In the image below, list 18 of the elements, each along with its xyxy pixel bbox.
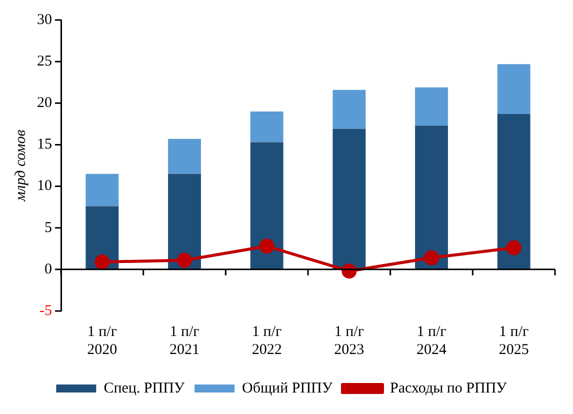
x-tick-label: 1 п/г 2021 (170, 324, 200, 358)
legend-label: Расходы по РППУ (390, 380, 508, 396)
y-tick-label: 30 (37, 12, 52, 28)
y-tick-label: 5 (44, 220, 52, 236)
y-tick-label: 25 (37, 54, 52, 70)
y-tick-label: -5 (40, 302, 52, 319)
x-tick-label: 1 п/г 2022 (252, 324, 282, 358)
y-tick-label: 15 (37, 136, 52, 153)
y-tick-label: 10 (37, 178, 52, 194)
x-tick-label: 1 п/г 2024 (416, 324, 447, 358)
legend-label: Спец. РППУ (104, 380, 185, 396)
x-tick-label: 1 п/г 2025 (498, 324, 529, 358)
y-axis-title: млрд сомов (12, 129, 29, 202)
y-tick-label: 20 (37, 95, 52, 112)
y-tick-label: 0 (44, 261, 52, 278)
x-tick-label: 1 п/г 2020 (87, 324, 118, 358)
x-tick-label: 1 п/г 2023 (334, 324, 364, 358)
legend-label: Общий РППУ (242, 380, 333, 396)
